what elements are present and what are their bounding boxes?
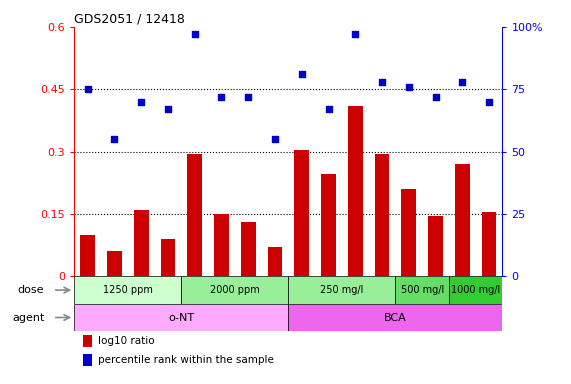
Text: 500 mg/l: 500 mg/l — [401, 285, 444, 295]
Text: GDS2051 / 12418: GDS2051 / 12418 — [74, 13, 185, 26]
Point — [217, 94, 226, 100]
Bar — [134, 210, 148, 276]
Bar — [375, 154, 389, 276]
Point — [244, 94, 253, 100]
Point — [324, 106, 333, 112]
Bar — [395, 276, 449, 304]
Point — [83, 86, 92, 92]
Bar — [288, 276, 395, 304]
Text: percentile rank within the sample: percentile rank within the sample — [98, 355, 274, 365]
Text: agent: agent — [12, 313, 45, 323]
Point — [136, 99, 146, 105]
Point — [190, 31, 199, 37]
Text: 2000 ppm: 2000 ppm — [210, 285, 260, 295]
Bar — [74, 276, 182, 304]
Point — [110, 136, 119, 142]
Bar — [74, 304, 288, 331]
Point — [163, 106, 172, 112]
Bar — [428, 216, 443, 276]
Text: dose: dose — [18, 285, 45, 295]
Point — [458, 79, 467, 85]
Text: 1000 mg/l: 1000 mg/l — [451, 285, 500, 295]
Text: 1250 ppm: 1250 ppm — [103, 285, 152, 295]
Bar — [288, 304, 502, 331]
Bar — [241, 222, 256, 276]
Bar — [295, 149, 309, 276]
Bar — [160, 239, 175, 276]
Bar — [182, 276, 288, 304]
Bar — [81, 235, 95, 276]
Bar — [187, 154, 202, 276]
Bar — [348, 106, 363, 276]
Point — [377, 79, 387, 85]
Text: BCA: BCA — [384, 313, 407, 323]
Point — [351, 31, 360, 37]
Bar — [83, 354, 93, 366]
Point — [271, 136, 280, 142]
Bar — [455, 164, 470, 276]
Text: o-NT: o-NT — [168, 313, 194, 323]
Bar — [482, 212, 496, 276]
Point — [404, 84, 413, 90]
Bar — [449, 276, 502, 304]
Point — [297, 71, 306, 77]
Bar — [321, 174, 336, 276]
Bar — [83, 335, 93, 347]
Bar — [107, 252, 122, 276]
Bar — [401, 189, 416, 276]
Bar — [214, 214, 229, 276]
Text: 250 mg/l: 250 mg/l — [320, 285, 364, 295]
Point — [431, 94, 440, 100]
Bar — [268, 247, 282, 276]
Point — [485, 99, 494, 105]
Text: log10 ratio: log10 ratio — [98, 336, 154, 346]
